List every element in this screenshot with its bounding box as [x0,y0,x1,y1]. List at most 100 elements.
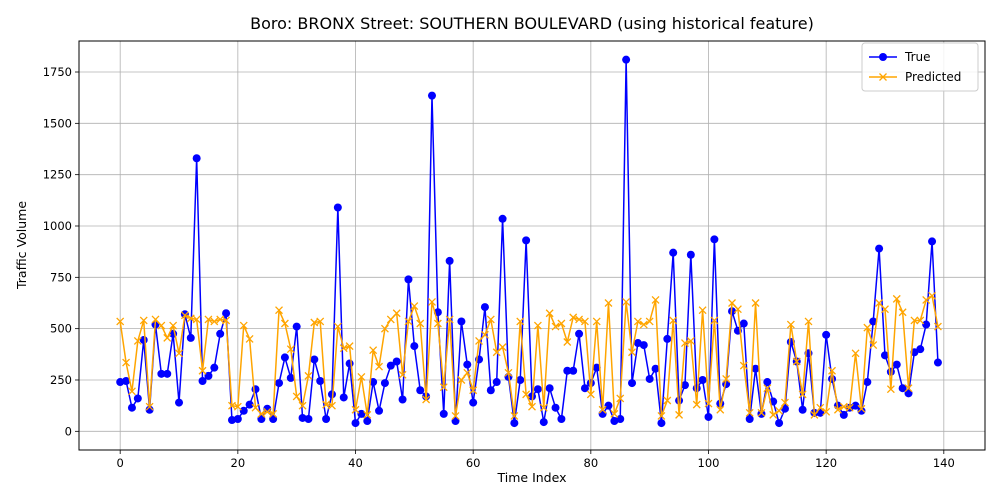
data-point-true [869,317,878,326]
data-point-predicted [510,411,519,420]
data-point-predicted [304,371,313,380]
data-point-predicted [416,319,425,328]
axis-ticks: 0 20 40 60 80 100 120 140 0 250 500 750 1000 1250 1500… [43,65,955,470]
data-point-true [251,385,260,394]
data-point-true [692,384,701,393]
data-point-true [822,330,831,339]
data-point-predicted [428,298,436,306]
data-point-true [163,369,172,378]
data-point-true [380,379,389,388]
data-point-true [304,414,313,423]
data-point-true [510,419,519,428]
data-point-true [257,414,266,423]
data-point-predicted [922,295,931,304]
y-tick-label: 1500 [43,116,72,130]
data-point-predicted [439,383,448,392]
data-point-true [933,358,942,367]
data-point-predicted [292,392,301,401]
data-point-true [445,256,454,265]
data-point-true [498,214,507,223]
data-point-true [604,401,613,410]
data-point-true [116,378,125,387]
data-point-true [569,366,578,375]
data-point-true [657,419,666,428]
data-point-predicted [610,409,619,418]
data-point-true [245,400,254,409]
data-point-true [616,414,625,423]
data-point-true [751,364,760,373]
data-point-predicted [422,395,431,404]
data-point-predicted [157,321,166,330]
data-point-true [310,355,319,364]
data-point-predicted [133,337,142,345]
data-point-true [345,359,354,368]
data-point-predicted [710,316,719,325]
data-point-predicted [316,317,325,326]
data-point-predicted [604,299,613,307]
data-point-true [427,91,436,100]
x-tick-label: 80 [584,456,599,470]
data-point-predicted [863,323,872,332]
data-point-true [186,333,195,342]
data-point-predicted [504,368,513,377]
data-point-predicted [669,316,678,325]
data-point-true [204,371,213,380]
data-point-true [586,379,595,388]
x-tick-label: 120 [815,456,837,470]
data-point-true [439,409,448,418]
x-tick-label: 100 [698,456,720,470]
data-point-predicted [739,361,748,370]
data-point-predicted [910,316,919,325]
data-point-predicted [269,409,278,418]
data-point-predicted [198,366,207,375]
plot-area-frame [78,40,986,451]
data-point-true [533,385,542,394]
data-point-true [339,393,348,402]
data-point-true [316,377,325,386]
x-tick-label: 40 [348,456,363,470]
data-point-true [745,414,754,423]
data-point-true [839,410,848,419]
data-point-true [327,390,336,399]
data-point-predicted [145,402,154,411]
data-point-predicted [804,317,813,326]
data-point-predicted [404,317,413,326]
data-point-predicted [663,396,672,405]
data-point-true [575,329,584,338]
data-point-true [857,406,866,415]
data-point-predicted [775,406,784,415]
data-point-predicted [869,341,878,350]
legend-label-predicted: Predicted [905,70,961,84]
data-point-predicted [469,386,478,395]
data-point-predicted [622,298,631,306]
data-point-true [545,384,554,393]
data-point-predicted [916,316,925,325]
data-point-predicted [222,316,231,325]
data-point-predicted [628,348,636,357]
x-tick-label: 0 [117,456,124,470]
data-point-predicted [792,357,801,366]
data-point-predicted [539,403,548,412]
y-tick-label: 1250 [43,168,72,182]
data-point-predicted [728,299,736,307]
data-point-true [298,413,307,422]
data-point-true [863,378,872,387]
data-point-predicted [433,319,442,328]
data-point-predicted [169,321,178,330]
data-point-true [392,357,401,366]
data-point-true [127,403,136,412]
data-point-true [763,378,772,387]
data-point-predicted [386,315,395,324]
data-point-true [410,342,419,351]
data-point-true [780,404,789,413]
data-point-predicted [192,315,201,324]
data-point-predicted [410,302,419,311]
data-point-predicted [280,319,289,328]
data-point-predicted [616,394,625,403]
data-point-predicted [633,317,642,326]
data-point-true [739,319,748,328]
data-point-predicted [339,344,348,353]
data-point-true [680,381,689,390]
data-point-predicted [516,317,525,326]
data-point-predicted [851,349,860,358]
